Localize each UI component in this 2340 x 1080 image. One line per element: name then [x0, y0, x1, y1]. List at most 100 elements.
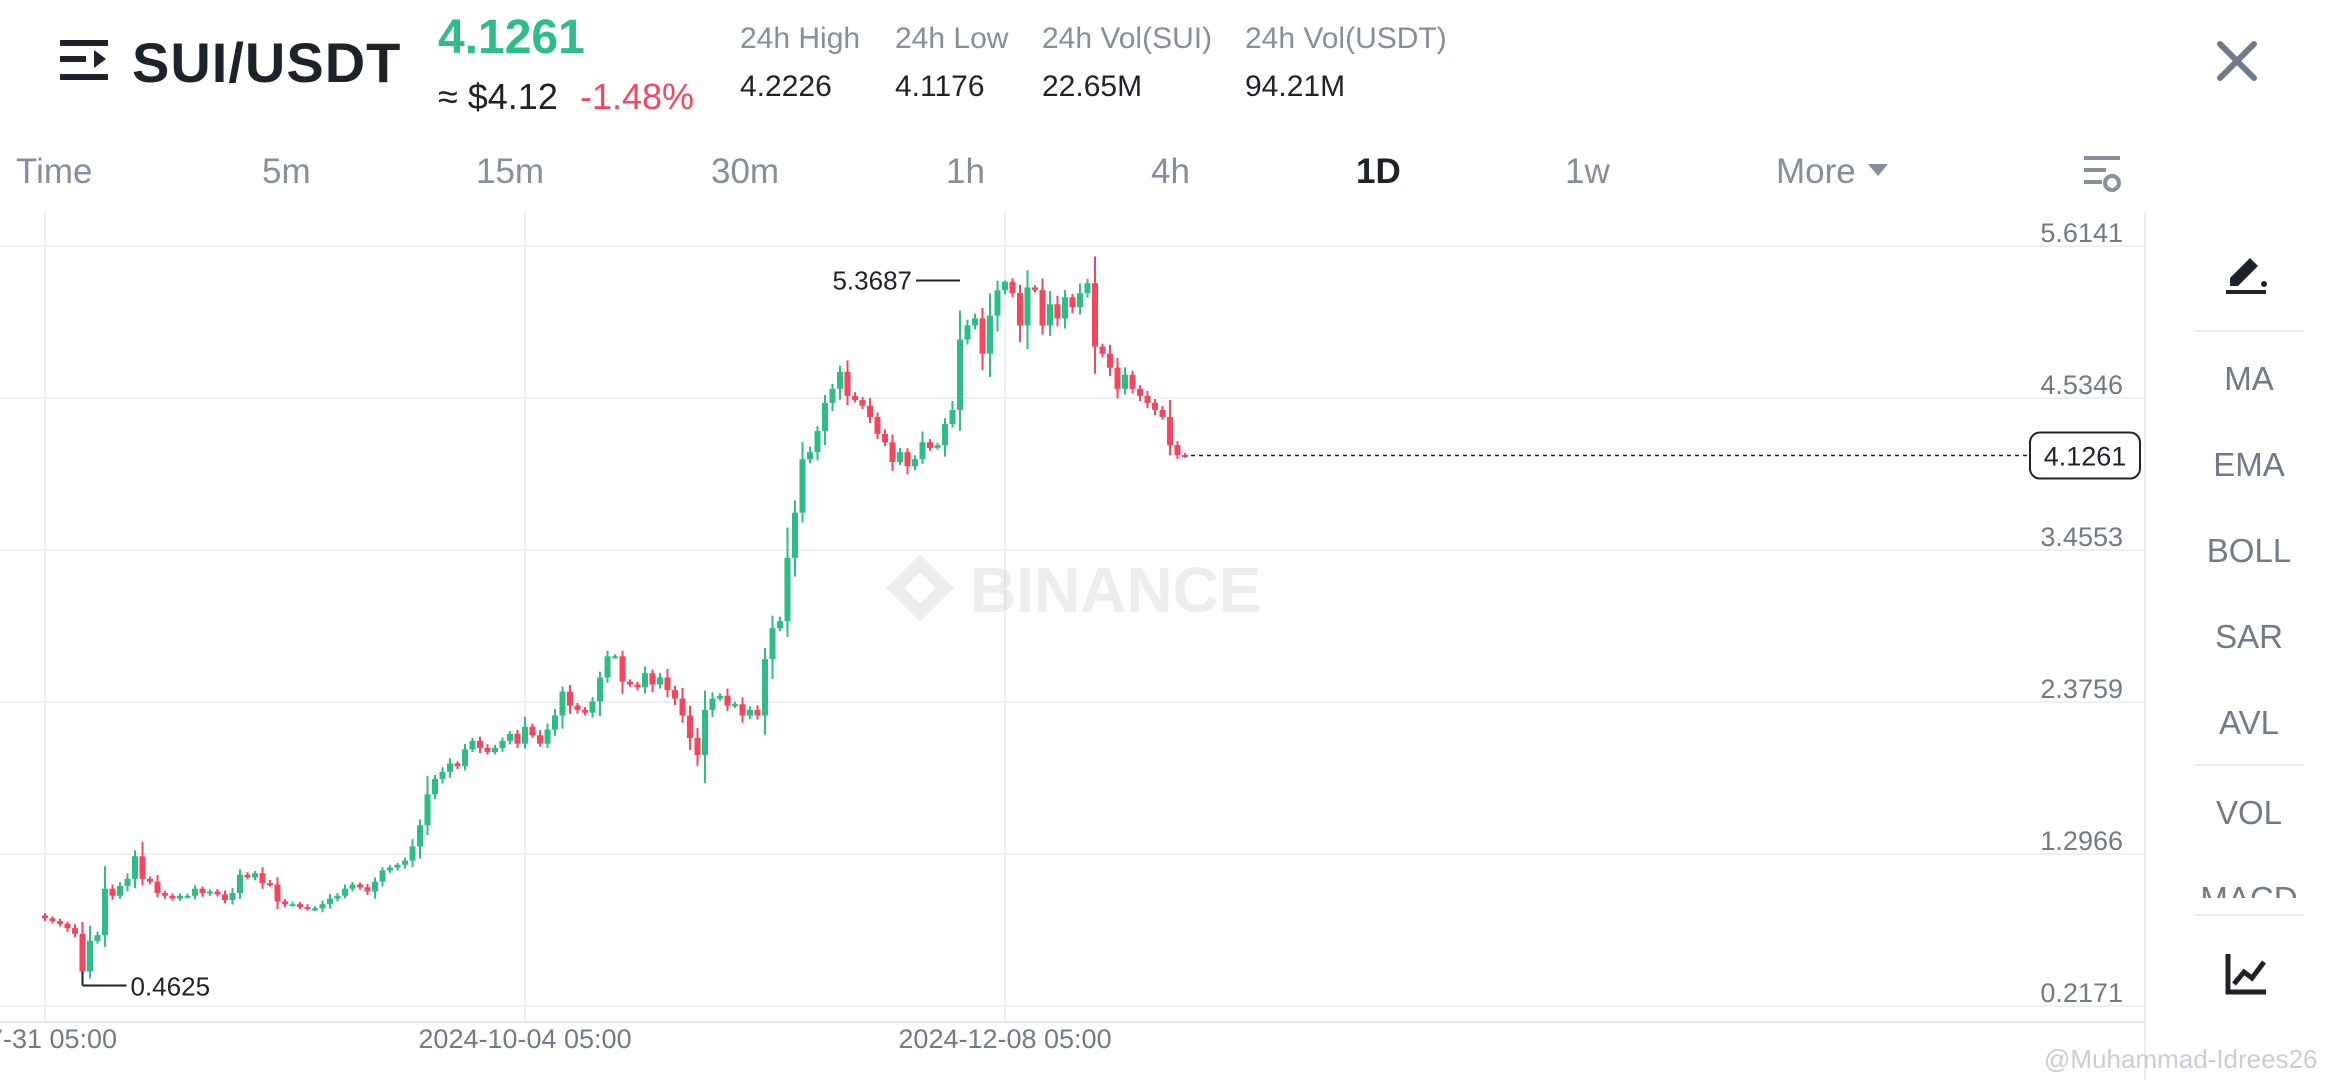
indicator-vol[interactable]: VOL [2215, 794, 2283, 831]
candle [874, 412, 881, 440]
candle [979, 308, 986, 371]
candle-body [364, 887, 371, 892]
candle-body [214, 891, 221, 895]
candle [852, 392, 858, 403]
candle [949, 401, 956, 428]
candle [57, 918, 63, 927]
tab-time[interactable]: Time [16, 152, 93, 191]
stat-value: 22.65M [1042, 70, 1143, 103]
tab-more[interactable]: More [1776, 152, 1888, 192]
last-price: 4.1261 [438, 11, 585, 64]
candle-body [522, 726, 528, 744]
candle [507, 731, 513, 745]
candle [724, 688, 731, 711]
candle [147, 876, 153, 885]
candle-body [42, 915, 48, 919]
tab-30m[interactable]: 30m [711, 152, 780, 191]
candle [1032, 285, 1038, 293]
candle-body [544, 729, 551, 744]
candle [1159, 406, 1166, 420]
tab-1d[interactable]: 1D [1356, 152, 1401, 191]
candle-body [1062, 297, 1068, 319]
candle-body [282, 901, 288, 905]
candle [859, 396, 866, 410]
candle-body [1182, 454, 1188, 457]
candle [867, 398, 873, 423]
candle [424, 775, 431, 836]
candle-body [192, 888, 198, 896]
candle [214, 889, 221, 897]
indicator-sar[interactable]: SAR [2215, 618, 2283, 655]
candle [687, 705, 693, 750]
candle [964, 319, 971, 345]
candle-body [807, 452, 813, 460]
candle [717, 693, 723, 701]
candle-body [687, 715, 693, 739]
binance-logo-icon [886, 554, 954, 622]
candle-body [252, 873, 258, 878]
candle-body [424, 794, 431, 826]
candle [409, 839, 416, 868]
candle-body [732, 704, 738, 707]
candle-body [334, 895, 341, 899]
candle [162, 890, 168, 899]
candlestick-chart[interactable]: BINANCE 5.6141 4.5346 3.4553 2.3759 1.2966 0.… [0, 212, 2150, 1080]
candle-body [469, 740, 476, 750]
chart-settings-icon[interactable] [2082, 152, 2122, 196]
candle [1174, 441, 1181, 459]
candle [1114, 358, 1121, 399]
candle [822, 394, 828, 446]
candle [109, 884, 116, 900]
candle [417, 819, 423, 859]
candle [957, 310, 963, 431]
candles [42, 256, 1188, 979]
candle-body [642, 673, 648, 688]
candle [79, 921, 86, 972]
trend-chart-icon[interactable] [2222, 950, 2270, 998]
indicator-avl[interactable]: AVL [2219, 704, 2279, 741]
close-icon[interactable] [2212, 36, 2262, 86]
candle-body [102, 888, 108, 936]
indicator-boll[interactable]: BOLL [2206, 532, 2292, 569]
draw-pencil-icon[interactable] [2222, 248, 2270, 296]
candle [169, 893, 176, 901]
indicator-ma[interactable]: MA [2224, 360, 2274, 397]
candle [1137, 385, 1143, 402]
candle [694, 728, 701, 766]
candle-body [387, 867, 393, 871]
candle [207, 889, 213, 896]
tab-4h[interactable]: 4h [1151, 152, 1190, 191]
y-tick-label: 2.3759 [2040, 674, 2123, 704]
tab-1w[interactable]: 1w [1565, 152, 1610, 191]
x-tick-label: 2024-10-04 05:00 [418, 1024, 631, 1054]
candle [282, 898, 288, 908]
y-tick-label: 0.2171 [2040, 978, 2123, 1008]
annotations: 5.3687 0.4625 4.1261 [81, 266, 2141, 1001]
candle-body [379, 870, 386, 882]
candle-body [394, 864, 401, 868]
trading-pair[interactable]: SUI/USDT [132, 31, 402, 94]
indicator-ema[interactable]: EMA [2213, 446, 2285, 483]
user-watermark: @Muhammad-Idrees26 [2044, 1044, 2318, 1074]
candle [732, 701, 738, 708]
high-label: 5.3687 [832, 266, 912, 296]
tab-15m[interactable]: 15m [476, 152, 545, 191]
menu-icon[interactable] [58, 36, 110, 84]
candle-body [139, 856, 146, 879]
candle [297, 902, 303, 910]
candle-body [1024, 287, 1031, 326]
candle-body [439, 771, 446, 779]
stat-label: 24h Vol(SUI) [1042, 22, 1213, 55]
candle [319, 900, 326, 913]
candle [379, 867, 386, 887]
candle [927, 439, 933, 451]
candle-body [679, 698, 686, 716]
candle-body [1129, 374, 1136, 389]
tab-1h[interactable]: 1h [946, 152, 985, 191]
stat-24h-vol-usdt: 24h Vol(USDT) 94.21M [1245, 22, 1447, 104]
candle [994, 280, 1001, 332]
candle [807, 446, 813, 464]
indicator-macd-clipped[interactable]: MACD [2194, 876, 2304, 898]
tab-5m[interactable]: 5m [262, 152, 311, 191]
candle-body [117, 885, 123, 896]
